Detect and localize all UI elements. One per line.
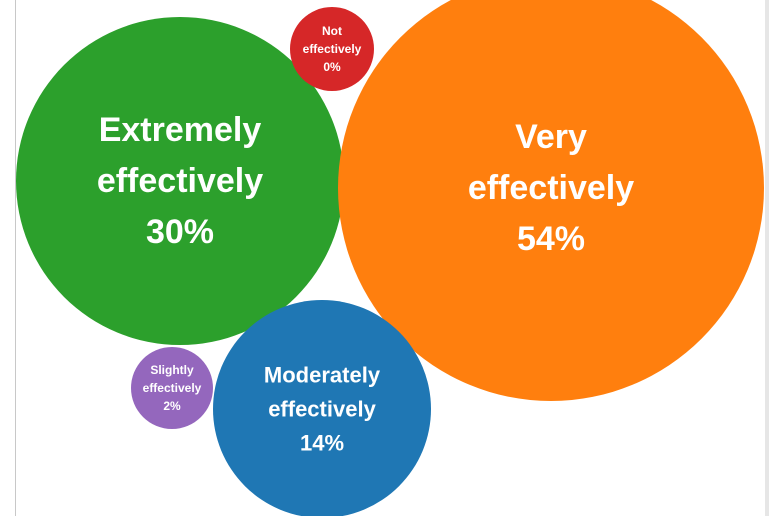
frame-left-border — [15, 0, 16, 516]
bubble-value-extremely-effectively: 30% — [146, 213, 214, 251]
bubble-label-slightly-effectively-line-1: Slightly — [150, 363, 194, 377]
bubble-extremely-effectively: Extremely effectively 30% — [16, 17, 344, 345]
bubble-label-not-effectively-line-2: effectively — [303, 42, 362, 56]
bubble-circle-very-effectively — [338, 0, 764, 401]
bubble-label-extremely-effectively-line-2: effectively — [97, 162, 263, 200]
bubble-circle-not-effectively — [290, 7, 374, 91]
bubble-value-very-effectively: 54% — [517, 220, 585, 258]
frame-right-border — [765, 0, 769, 516]
bubble-not-effectively: Not effectively 0% — [290, 7, 374, 91]
bubble-label-slightly-effectively-line-2: effectively — [143, 381, 202, 395]
bubble-label-moderately-effectively-line-2: effectively — [268, 397, 376, 422]
bubble-label-very-effectively-line-1: Very — [515, 118, 587, 156]
bubble-moderately-effectively: Moderately effectively 14% — [213, 300, 431, 516]
bubble-circle-moderately-effectively — [213, 300, 431, 516]
bubble-value-not-effectively: 0% — [323, 60, 341, 74]
bubble-circle-extremely-effectively — [16, 17, 344, 345]
bubble-label-moderately-effectively-line-1: Moderately — [264, 363, 381, 388]
bubble-value-moderately-effectively: 14% — [300, 431, 344, 456]
bubble-label-very-effectively-line-2: effectively — [468, 169, 634, 207]
bubble-circle-slightly-effectively — [131, 347, 213, 429]
bubble-very-effectively: Very effectively 54% — [338, 0, 764, 401]
bubble-slightly-effectively: Slightly effectively 2% — [131, 347, 213, 429]
bubble-label-not-effectively-line-1: Not — [322, 24, 342, 38]
bubble-value-slightly-effectively: 2% — [163, 399, 181, 413]
bubble-label-extremely-effectively-line-1: Extremely — [99, 111, 262, 149]
